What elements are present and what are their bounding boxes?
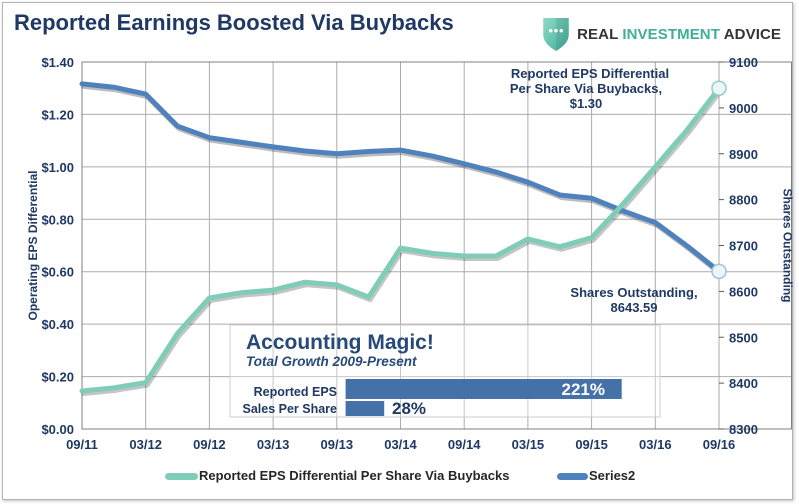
svg-text:09/15: 09/15 xyxy=(575,437,608,452)
svg-text:Per Share Via Buybacks,: Per Share Via Buybacks, xyxy=(510,81,662,96)
svg-text:03/16: 03/16 xyxy=(639,437,672,452)
svg-text:09/13: 09/13 xyxy=(321,437,354,452)
svg-text:09/12: 09/12 xyxy=(193,437,226,452)
svg-text:221%: 221% xyxy=(562,380,605,399)
svg-text:$0.20: $0.20 xyxy=(41,370,74,385)
svg-text:9000: 9000 xyxy=(729,101,758,116)
svg-text:Reported EPS Differential Per: Reported EPS Differential Per Share Via … xyxy=(199,468,509,483)
svg-text:Shares Outstanding: Shares Outstanding xyxy=(781,188,795,302)
svg-text:8800: 8800 xyxy=(729,193,758,208)
svg-text:$0.60: $0.60 xyxy=(41,265,74,280)
svg-text:8300: 8300 xyxy=(729,422,758,437)
svg-text:Shares Outstanding,: Shares Outstanding, xyxy=(570,285,697,300)
svg-text:$1.00: $1.00 xyxy=(41,160,74,175)
svg-text:03/14: 03/14 xyxy=(384,437,417,452)
svg-text:8500: 8500 xyxy=(729,330,758,345)
svg-text:Series2: Series2 xyxy=(589,468,635,483)
svg-text:Sales Per Share: Sales Per Share xyxy=(242,402,337,416)
svg-text:$1.40: $1.40 xyxy=(41,55,74,70)
svg-text:8600: 8600 xyxy=(729,284,758,299)
svg-text:03/13: 03/13 xyxy=(257,437,290,452)
svg-text:03/12: 03/12 xyxy=(129,437,162,452)
svg-text:09/16: 09/16 xyxy=(703,437,736,452)
svg-text:28%: 28% xyxy=(392,399,426,418)
svg-text:9100: 9100 xyxy=(729,55,758,70)
svg-text:$0.40: $0.40 xyxy=(41,317,74,332)
svg-text:Total Growth 2009-Present: Total Growth 2009-Present xyxy=(246,354,417,369)
svg-text:$1.30: $1.30 xyxy=(570,96,603,111)
svg-text:Reported EPS Differential: Reported EPS Differential xyxy=(511,66,669,81)
svg-text:8400: 8400 xyxy=(729,376,758,391)
svg-text:09/14: 09/14 xyxy=(448,437,481,452)
svg-text:8643.59: 8643.59 xyxy=(611,300,658,315)
svg-text:8700: 8700 xyxy=(729,239,758,254)
svg-text:09/11: 09/11 xyxy=(66,437,98,452)
svg-text:$1.20: $1.20 xyxy=(41,107,74,122)
svg-text:03/15: 03/15 xyxy=(512,437,545,452)
svg-text:8900: 8900 xyxy=(729,147,758,162)
svg-text:$0.00: $0.00 xyxy=(41,422,74,437)
svg-text:Operating EPS Differential: Operating EPS Differential xyxy=(26,170,40,320)
svg-text:$0.80: $0.80 xyxy=(41,212,74,227)
svg-text:Accounting Magic!: Accounting Magic! xyxy=(246,331,434,354)
svg-text:Reported EPS: Reported EPS xyxy=(254,385,337,399)
